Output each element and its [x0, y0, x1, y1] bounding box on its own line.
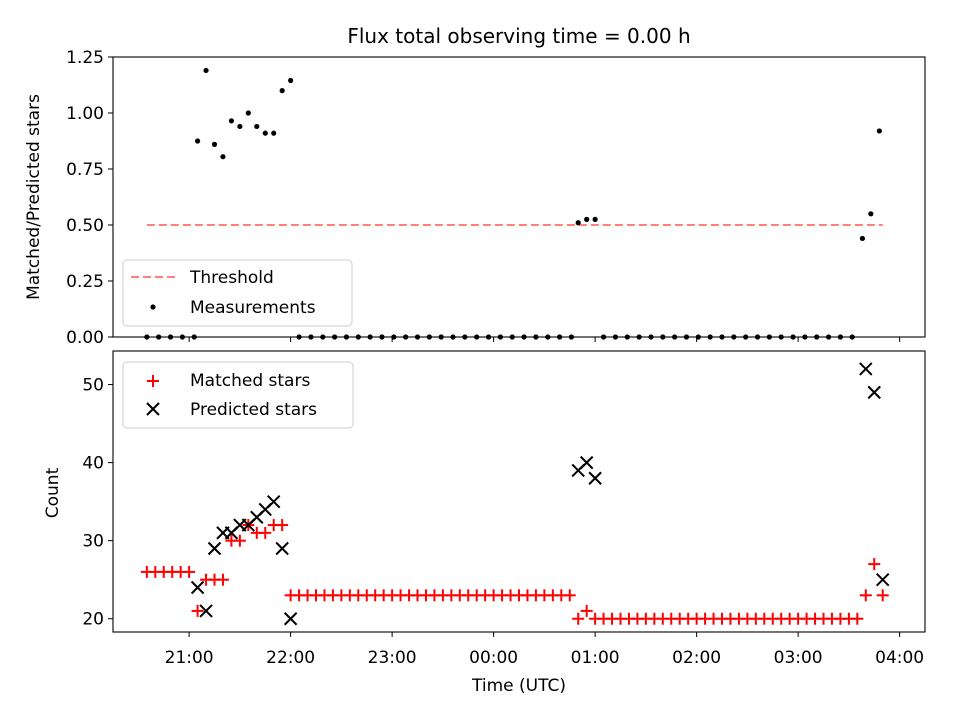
- y-tick-label: 40: [82, 454, 104, 474]
- measurement-point: [868, 211, 874, 217]
- measurement-point: [194, 138, 201, 144]
- matched-star-point: [580, 604, 593, 617]
- legend-predicted-swatch: [146, 402, 160, 416]
- x-tick-label: 00:00: [469, 648, 518, 668]
- top-axes: 0.00 0.25 0.50 0.75 1.00 1.25 Flux total obse…: [24, 24, 926, 348]
- y-tick-label: 50: [82, 376, 104, 396]
- x-axis-label: Time (UTC): [471, 676, 566, 696]
- legend-matched-label: Matched stars: [190, 371, 310, 391]
- x-tick-label: 02:00: [672, 648, 721, 668]
- predicted-star-point: [207, 541, 222, 556]
- bottom-legend-box: [122, 361, 354, 429]
- predicted-star-point: [859, 362, 873, 376]
- predicted-star-point: [283, 612, 298, 626]
- predicted-star-point: [190, 580, 205, 595]
- y-tick-label: 20: [82, 610, 104, 630]
- matched-star-point: [563, 589, 576, 602]
- measurement-point: [254, 123, 260, 130]
- y-tick-label: 30: [82, 532, 104, 552]
- predicted-star-point: [579, 455, 594, 470]
- x-tick-label: 21:00: [165, 648, 214, 668]
- top-plot-frame: [112, 56, 926, 338]
- bottom-legend: Matched stars Predicted stars: [122, 361, 354, 429]
- x-tick-label: 01:00: [571, 648, 620, 668]
- predicted-star-point: [588, 471, 602, 485]
- matched-star-point: [868, 558, 881, 571]
- measurement-point: [876, 128, 882, 134]
- measurement-point: [211, 141, 218, 147]
- measurement-point: [220, 154, 226, 160]
- legend-threshold-label: Threshold: [189, 268, 274, 288]
- top-legend-box: [122, 259, 353, 327]
- measurement-point: [575, 220, 581, 226]
- matched-star-point: [233, 534, 246, 547]
- measurement-point: [288, 77, 294, 84]
- bottom-y-ticks: 20 30 40 50: [82, 376, 113, 630]
- matched-star-point: [259, 526, 272, 539]
- matched-star-point: [859, 589, 872, 602]
- predicted-star-point: [867, 385, 881, 400]
- matched-star-point: [191, 604, 204, 617]
- matched-star-point: [216, 573, 229, 586]
- predicted-star-point: [876, 572, 890, 587]
- bottom-marks: [140, 362, 890, 626]
- bottom-y-axis-label: Count: [43, 467, 63, 518]
- matched-star-point: [183, 565, 196, 578]
- matched-star-point: [851, 612, 864, 625]
- measurement-point: [859, 235, 866, 242]
- top-legend: Threshold Measurements: [122, 259, 353, 327]
- bottom-axes: 20 30 40 50 21:00 22:00 23:00 00:00 01:00 02:00 0…: [43, 350, 926, 696]
- measurement-point: [279, 88, 285, 94]
- measurement-point: [203, 67, 209, 74]
- x-tick-label: 03:00: [774, 648, 823, 668]
- y-tick-label: 0.75: [66, 160, 104, 180]
- measurement-point: [237, 123, 243, 130]
- top-y-axis-label: Matched/Predicted stars: [24, 94, 44, 300]
- legend-measurements-label: Measurements: [190, 298, 316, 318]
- measurement-point: [584, 216, 590, 222]
- x-tick-label: 04:00: [875, 648, 924, 668]
- top-chart-title: Flux total observing time = 0.00 h: [347, 24, 690, 48]
- legend-measurements-swatch: [150, 304, 156, 310]
- measurement-point: [262, 130, 268, 136]
- legend-matched-swatch: [147, 375, 159, 387]
- measurement-point: [271, 130, 277, 136]
- bottom-plot-frame: [112, 350, 926, 633]
- matched-star-point: [276, 519, 289, 532]
- predicted-star-point: [267, 494, 281, 509]
- y-tick-label: 1.25: [66, 48, 104, 68]
- top-y-ticks: 0.00 0.25 0.50 0.75 1.00 1.25: [66, 48, 113, 348]
- top-x-ticks: [188, 337, 901, 342]
- y-tick-label: 0.25: [66, 272, 104, 292]
- x-tick-label: 23:00: [368, 648, 417, 668]
- top-marks: [144, 67, 883, 340]
- x-tick-label: 22:00: [266, 648, 315, 668]
- predicted-star-point: [275, 541, 289, 556]
- measurement-point: [592, 216, 598, 222]
- y-tick-label: 0.00: [66, 328, 104, 348]
- y-tick-label: 1.00: [66, 104, 104, 124]
- predicted-star-point: [199, 604, 213, 618]
- measurement-point: [245, 110, 251, 116]
- matched-star-point: [876, 589, 889, 602]
- y-tick-label: 0.50: [66, 216, 104, 236]
- measurement-point: [228, 118, 235, 124]
- legend-predicted-label: Predicted stars: [190, 400, 317, 420]
- bottom-x-ticks: 21:00 22:00 23:00 00:00 01:00 02:00 03:00 04:00: [165, 632, 924, 668]
- matched-star-point: [572, 612, 585, 625]
